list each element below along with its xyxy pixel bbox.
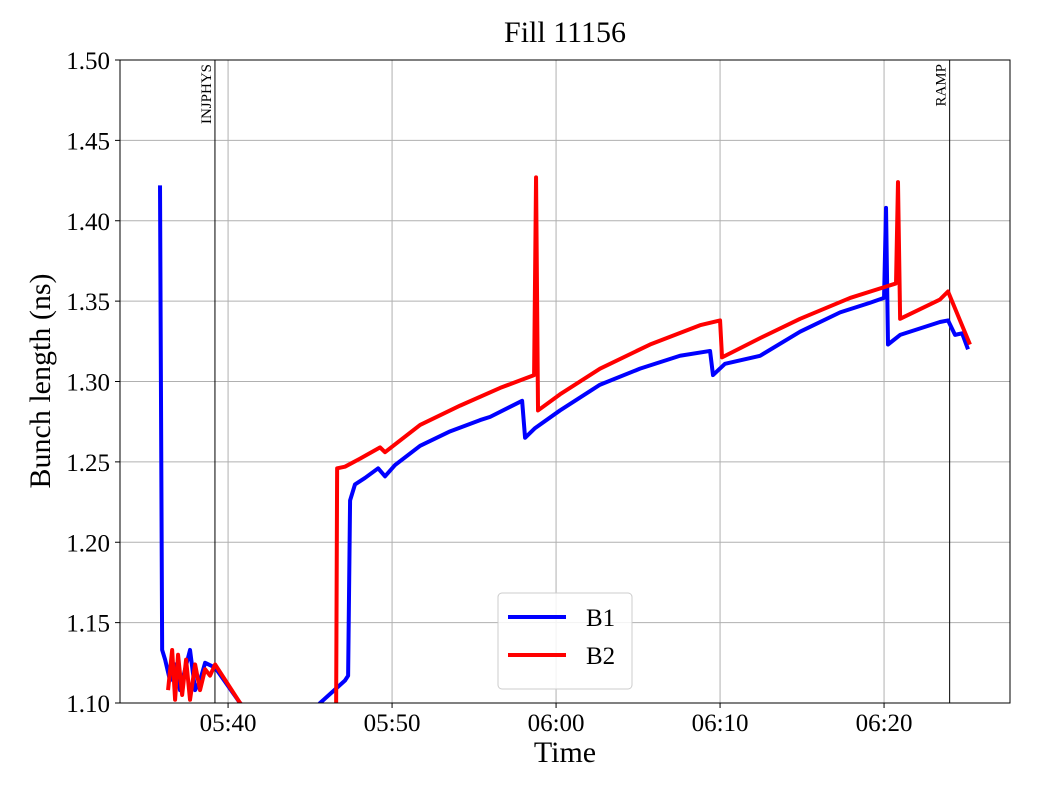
series-line xyxy=(166,175,972,703)
y-tick-label: 1.25 xyxy=(66,450,110,477)
y-tick-label: 1.15 xyxy=(66,611,110,638)
series-line xyxy=(158,185,970,703)
plot-frame xyxy=(119,59,1011,704)
legend-label: B2 xyxy=(586,643,615,670)
y-tick-label: 1.50 xyxy=(66,48,110,75)
event-label: RAMP xyxy=(934,64,950,107)
y-tick-label: 1.10 xyxy=(66,691,110,718)
x-tick-label: 05:40 xyxy=(200,710,257,737)
y-tick-label: 1.40 xyxy=(66,209,110,236)
y-tick-label: 1.35 xyxy=(66,289,110,316)
x-axis-label: Time xyxy=(534,736,596,769)
x-tick-label: 06:20 xyxy=(856,710,913,737)
x-tick-label: 05:50 xyxy=(364,710,421,737)
y-tick-label: 1.45 xyxy=(66,128,110,155)
grid: 1.10 1.15 1.20 1.25 1.30 1.35 1.40 1.45 1.50 05:4… xyxy=(66,48,1010,737)
event-label: INJPHYS xyxy=(199,64,215,124)
x-tick-label: 06:10 xyxy=(692,710,749,737)
y-tick-label: 1.30 xyxy=(66,370,110,397)
plot-lines xyxy=(158,175,972,703)
y-axis-label: Bunch length (ns) xyxy=(24,274,57,489)
chart-title: Fill 11156 xyxy=(504,16,626,49)
legend-label: B1 xyxy=(586,605,615,632)
x-tick-label: 06:00 xyxy=(528,710,585,737)
y-tick-label: 1.20 xyxy=(66,530,110,557)
